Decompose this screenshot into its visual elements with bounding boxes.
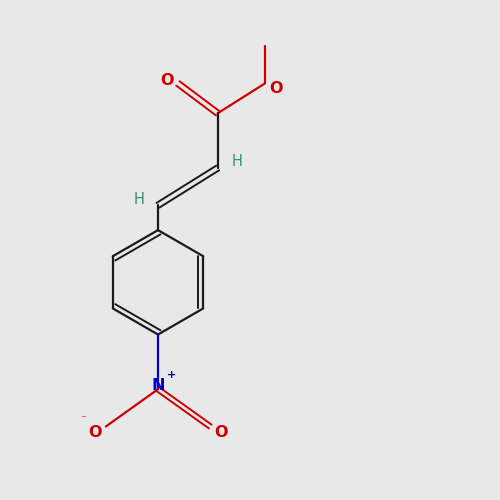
Text: ⁻: ⁻	[80, 414, 86, 424]
Text: O: O	[160, 74, 173, 88]
Text: +: +	[168, 370, 176, 380]
Text: O: O	[214, 425, 228, 440]
Text: O: O	[88, 425, 102, 440]
Text: H: H	[231, 154, 242, 170]
Text: N: N	[152, 378, 165, 392]
Text: O: O	[269, 81, 282, 96]
Text: H: H	[134, 192, 144, 207]
